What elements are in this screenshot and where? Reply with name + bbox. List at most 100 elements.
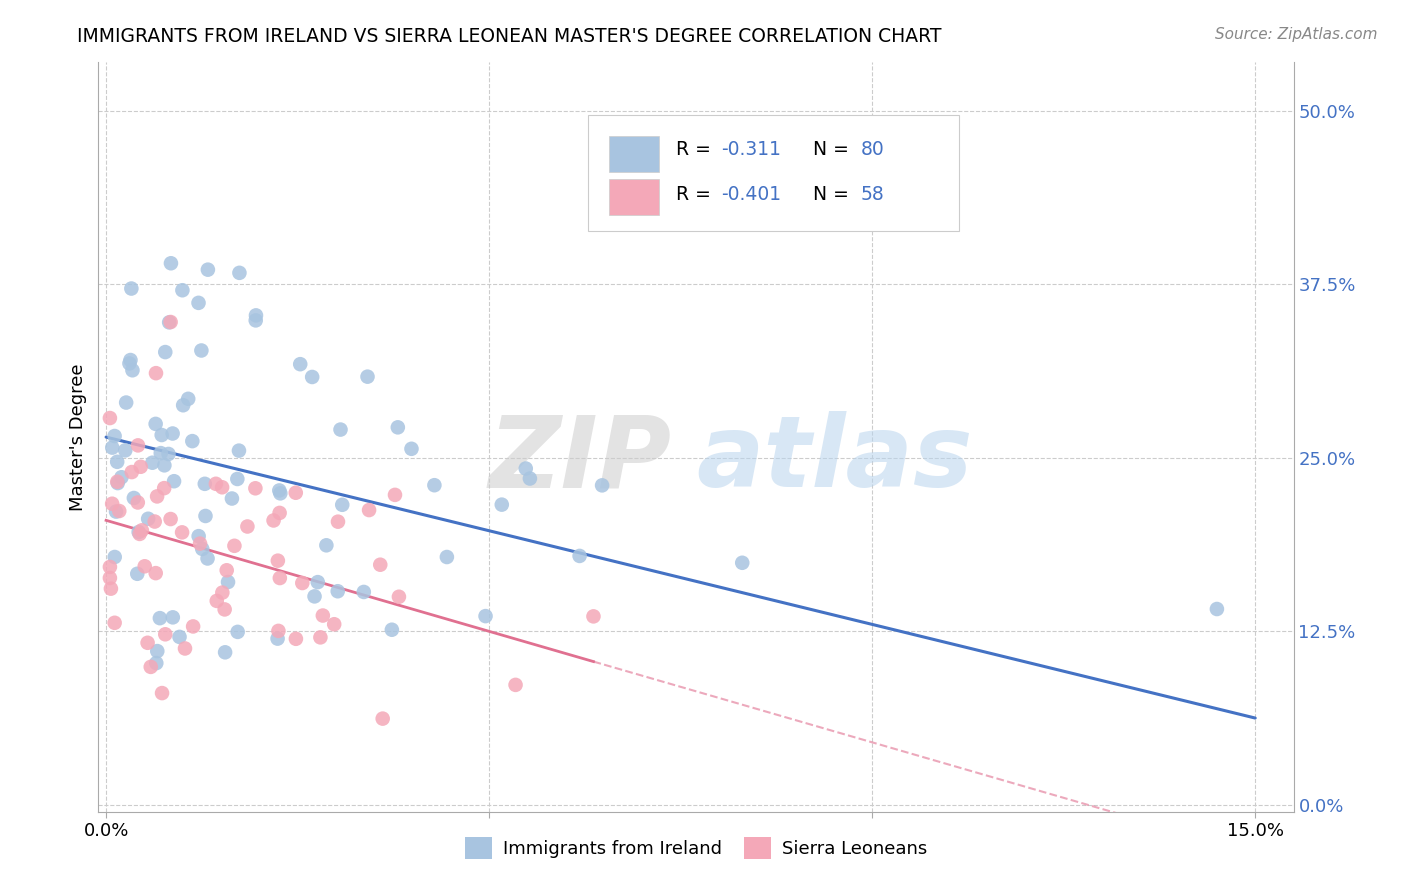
Point <box>136 512 159 526</box>
Point <box>284 632 307 646</box>
Point <box>269 483 291 498</box>
Point <box>436 549 458 564</box>
Point <box>301 370 323 384</box>
Point <box>267 554 290 568</box>
Point <box>143 515 166 529</box>
Point <box>177 392 200 406</box>
Point <box>284 485 307 500</box>
Text: 80: 80 <box>860 140 884 159</box>
Point <box>159 512 181 526</box>
Point <box>155 627 177 641</box>
Point <box>134 559 156 574</box>
Point <box>136 636 159 650</box>
Point <box>105 475 128 489</box>
Point <box>228 443 250 458</box>
Point <box>149 611 172 625</box>
Point <box>181 619 204 633</box>
Point <box>160 256 183 270</box>
Point <box>120 353 142 368</box>
Point <box>401 442 423 456</box>
Point <box>128 524 150 539</box>
Point <box>731 556 754 570</box>
Point <box>122 491 145 505</box>
Point <box>263 513 285 527</box>
Point <box>162 426 184 441</box>
Point <box>266 632 288 646</box>
Point <box>245 481 267 495</box>
Point <box>353 585 375 599</box>
FancyBboxPatch shape <box>589 115 959 231</box>
Point <box>357 503 380 517</box>
Point <box>505 678 527 692</box>
Point <box>474 609 496 624</box>
Point <box>157 315 180 329</box>
Point <box>194 508 217 523</box>
Point <box>491 498 513 512</box>
Point <box>127 495 149 509</box>
FancyBboxPatch shape <box>609 179 659 215</box>
Point <box>141 456 163 470</box>
Point <box>145 417 167 431</box>
Point <box>104 615 127 630</box>
FancyBboxPatch shape <box>609 136 659 172</box>
Point <box>121 465 143 479</box>
Point <box>153 458 176 473</box>
Point <box>228 266 250 280</box>
Point <box>371 712 394 726</box>
Point <box>269 486 291 500</box>
Point <box>145 566 167 581</box>
Point <box>356 369 378 384</box>
Point <box>100 582 122 596</box>
Point <box>139 660 162 674</box>
Point <box>329 423 352 437</box>
Text: R =: R = <box>676 140 717 159</box>
Point <box>114 443 136 458</box>
Point <box>326 584 349 599</box>
Point <box>197 262 219 277</box>
Point <box>217 574 239 589</box>
Point <box>146 490 169 504</box>
Text: -0.401: -0.401 <box>721 185 782 203</box>
Point <box>121 363 143 377</box>
Point <box>215 563 238 577</box>
Point <box>1206 602 1229 616</box>
Point <box>582 609 605 624</box>
Point <box>568 549 591 563</box>
Point <box>190 343 212 358</box>
Point <box>162 610 184 624</box>
Point <box>423 478 446 492</box>
Point <box>323 617 346 632</box>
Point <box>157 447 180 461</box>
Point <box>205 476 228 491</box>
Point <box>159 315 181 329</box>
Point <box>245 313 267 327</box>
Point <box>105 455 128 469</box>
Point <box>330 498 353 512</box>
Point <box>269 506 291 520</box>
Point <box>368 558 391 572</box>
Point <box>108 504 131 518</box>
Point <box>304 590 326 604</box>
Text: -0.311: -0.311 <box>721 140 782 159</box>
Point <box>515 461 537 475</box>
Point <box>187 296 209 310</box>
Text: atlas: atlas <box>696 411 973 508</box>
Point <box>150 428 173 442</box>
Point <box>387 420 409 434</box>
Point <box>172 398 194 412</box>
Point <box>129 459 152 474</box>
Point <box>104 549 127 564</box>
Point <box>153 481 176 495</box>
Text: Source: ZipAtlas.com: Source: ZipAtlas.com <box>1215 27 1378 42</box>
Point <box>211 480 233 494</box>
Point <box>101 441 124 455</box>
Text: ZIP: ZIP <box>489 411 672 508</box>
Point <box>214 602 236 616</box>
Point <box>312 608 335 623</box>
Point <box>221 491 243 506</box>
Point <box>188 536 211 550</box>
Point <box>191 541 214 556</box>
Point <box>155 345 177 359</box>
Point <box>187 529 209 543</box>
Point <box>163 474 186 488</box>
